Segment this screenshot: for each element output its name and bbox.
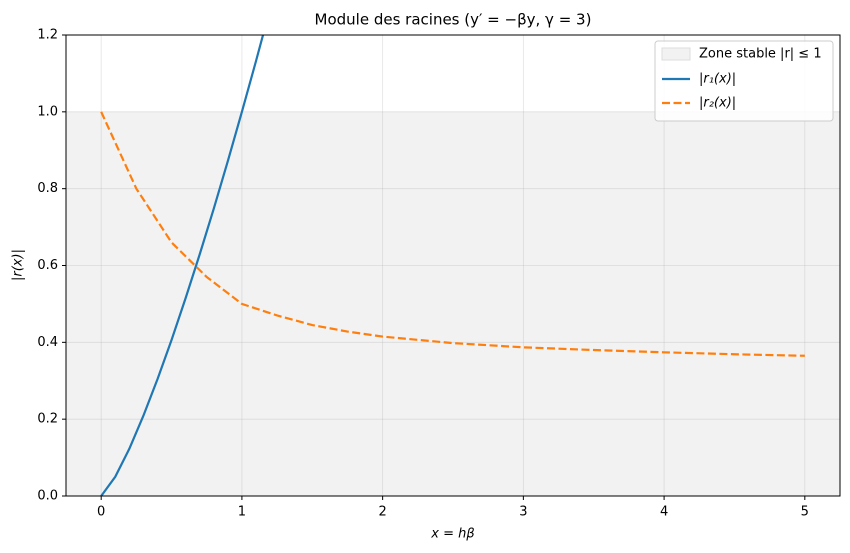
legend-box (654, 40, 834, 122)
y-tick-label: 0.4 (37, 335, 58, 350)
legend-label: Zone stable |r| ≤ 1 (699, 47, 822, 62)
y-axis-label: |r(x)| (11, 249, 26, 281)
y-tick-label: 0.2 (37, 412, 58, 427)
y-tick-label: 0.0 (37, 489, 58, 504)
x-axis-label: x = hβ (430, 527, 474, 542)
x-tick-label: 3 (519, 505, 527, 520)
legend-label: |r₂(x)| (699, 96, 736, 111)
plot-area (100, 35, 805, 496)
y-tick-label: 1.2 (37, 28, 58, 43)
x-tick-label: 0 (97, 505, 105, 520)
legend-swatch (661, 47, 691, 61)
legend-label: |r₁(x)| (699, 72, 736, 87)
x-tick-label: 4 (660, 505, 668, 520)
y-tick-label: 1.0 (37, 104, 58, 119)
axes-frame (65, 34, 841, 497)
x-tick-label: 2 (378, 505, 386, 520)
y-tick-label: 0.8 (37, 181, 58, 196)
chart-title: Module des racines (y′ = −βy, γ = 3) (315, 11, 592, 29)
x-tick-label: 5 (801, 505, 809, 520)
stable-band (66, 111, 840, 496)
series-line (100, 111, 805, 357)
series-line (100, 35, 265, 496)
x-tick-label: 1 (238, 505, 246, 520)
y-tick-label: 0.6 (37, 258, 58, 273)
